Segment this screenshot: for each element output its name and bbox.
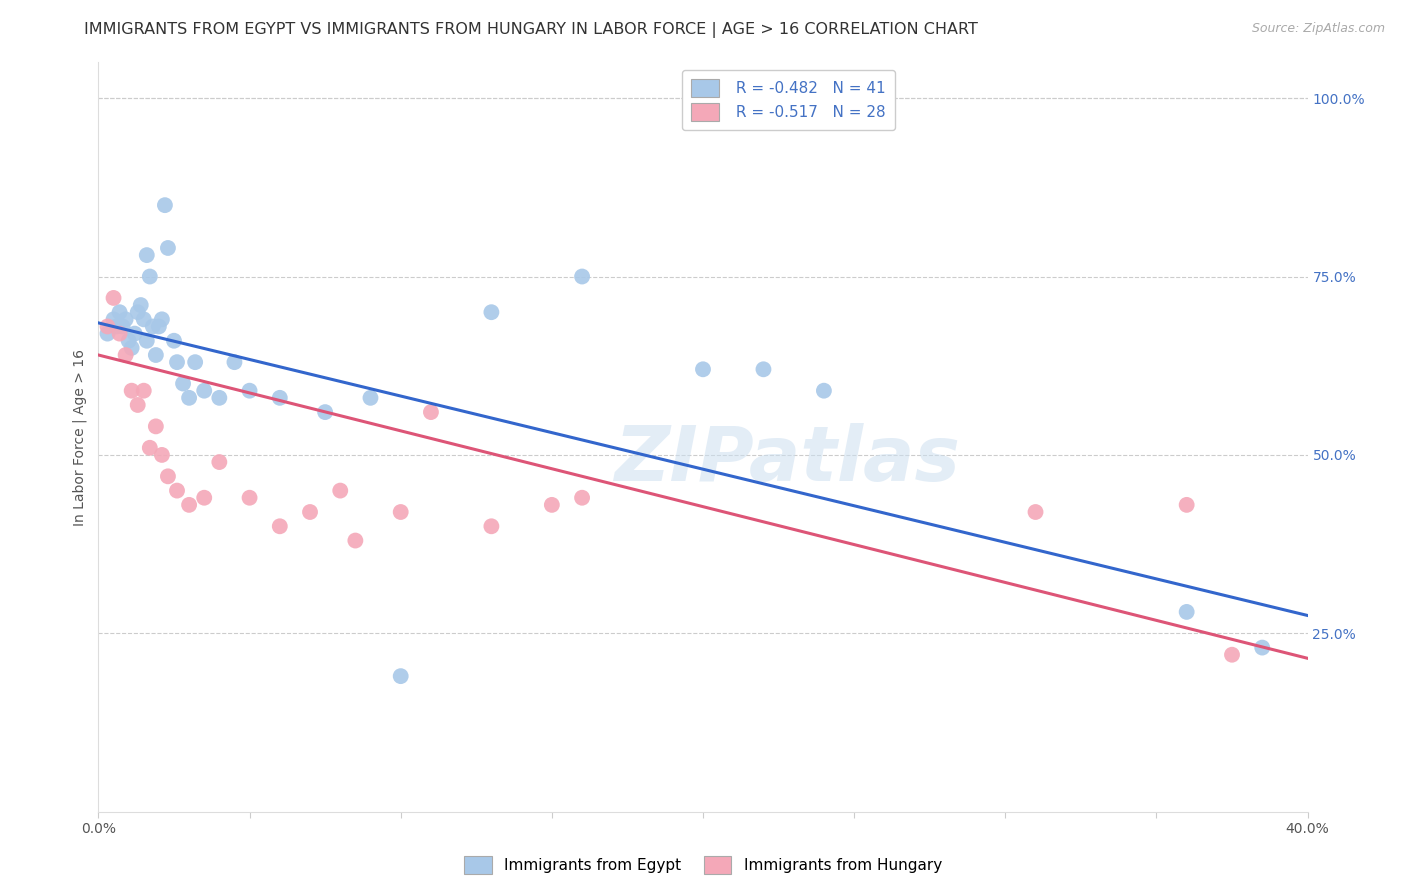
Point bbox=[752, 362, 775, 376]
Point bbox=[1220, 648, 1243, 662]
Point bbox=[571, 269, 593, 284]
Point bbox=[114, 348, 136, 362]
Point bbox=[135, 248, 157, 262]
Point bbox=[121, 384, 143, 398]
Point bbox=[389, 505, 412, 519]
Y-axis label: In Labor Force | Age > 16: In Labor Force | Age > 16 bbox=[73, 349, 87, 525]
Point bbox=[132, 384, 155, 398]
Point bbox=[103, 291, 125, 305]
Point bbox=[150, 312, 173, 326]
Point bbox=[108, 326, 131, 341]
Point bbox=[540, 498, 562, 512]
Text: ZIPatlas: ZIPatlas bbox=[614, 423, 960, 497]
Text: Source: ZipAtlas.com: Source: ZipAtlas.com bbox=[1251, 22, 1385, 36]
Point bbox=[103, 312, 125, 326]
Point bbox=[124, 326, 146, 341]
Point bbox=[135, 334, 157, 348]
Point bbox=[156, 469, 179, 483]
Point bbox=[129, 298, 152, 312]
Point bbox=[1175, 605, 1198, 619]
Point bbox=[132, 312, 155, 326]
Point bbox=[166, 483, 188, 498]
Point bbox=[153, 198, 176, 212]
Point bbox=[314, 405, 336, 419]
Point bbox=[299, 505, 322, 519]
Point bbox=[239, 384, 262, 398]
Point bbox=[481, 305, 503, 319]
Point bbox=[148, 319, 170, 334]
Point bbox=[179, 498, 201, 512]
Point bbox=[108, 305, 131, 319]
Point bbox=[96, 319, 118, 334]
Point bbox=[127, 398, 149, 412]
Point bbox=[114, 312, 136, 326]
Point bbox=[193, 491, 215, 505]
Point bbox=[208, 391, 231, 405]
Point bbox=[96, 326, 118, 341]
Point bbox=[150, 448, 173, 462]
Point bbox=[145, 419, 167, 434]
Point bbox=[105, 319, 128, 334]
Point bbox=[193, 384, 215, 398]
Point bbox=[269, 391, 291, 405]
Point bbox=[142, 319, 165, 334]
Point bbox=[145, 348, 167, 362]
Legend:  R = -0.482   N = 41,  R = -0.517   N = 28: R = -0.482 N = 41, R = -0.517 N = 28 bbox=[682, 70, 894, 130]
Point bbox=[420, 405, 443, 419]
Point bbox=[172, 376, 194, 391]
Point bbox=[344, 533, 367, 548]
Point bbox=[1175, 498, 1198, 512]
Point bbox=[118, 334, 141, 348]
Point bbox=[179, 391, 201, 405]
Point bbox=[269, 519, 291, 533]
Point bbox=[184, 355, 207, 369]
Point bbox=[224, 355, 246, 369]
Point bbox=[239, 491, 262, 505]
Point bbox=[139, 269, 162, 284]
Point bbox=[571, 491, 593, 505]
Point bbox=[127, 305, 149, 319]
Legend: Immigrants from Egypt, Immigrants from Hungary: Immigrants from Egypt, Immigrants from H… bbox=[458, 850, 948, 880]
Point bbox=[1024, 505, 1046, 519]
Point bbox=[481, 519, 503, 533]
Point bbox=[360, 391, 382, 405]
Text: IMMIGRANTS FROM EGYPT VS IMMIGRANTS FROM HUNGARY IN LABOR FORCE | AGE > 16 CORRE: IMMIGRANTS FROM EGYPT VS IMMIGRANTS FROM… bbox=[84, 22, 979, 38]
Point bbox=[208, 455, 231, 469]
Point bbox=[166, 355, 188, 369]
Point bbox=[329, 483, 352, 498]
Point bbox=[111, 319, 134, 334]
Point bbox=[163, 334, 186, 348]
Point bbox=[389, 669, 412, 683]
Point bbox=[1251, 640, 1274, 655]
Point bbox=[139, 441, 162, 455]
Point bbox=[121, 341, 143, 355]
Point bbox=[156, 241, 179, 255]
Point bbox=[692, 362, 714, 376]
Point bbox=[813, 384, 835, 398]
